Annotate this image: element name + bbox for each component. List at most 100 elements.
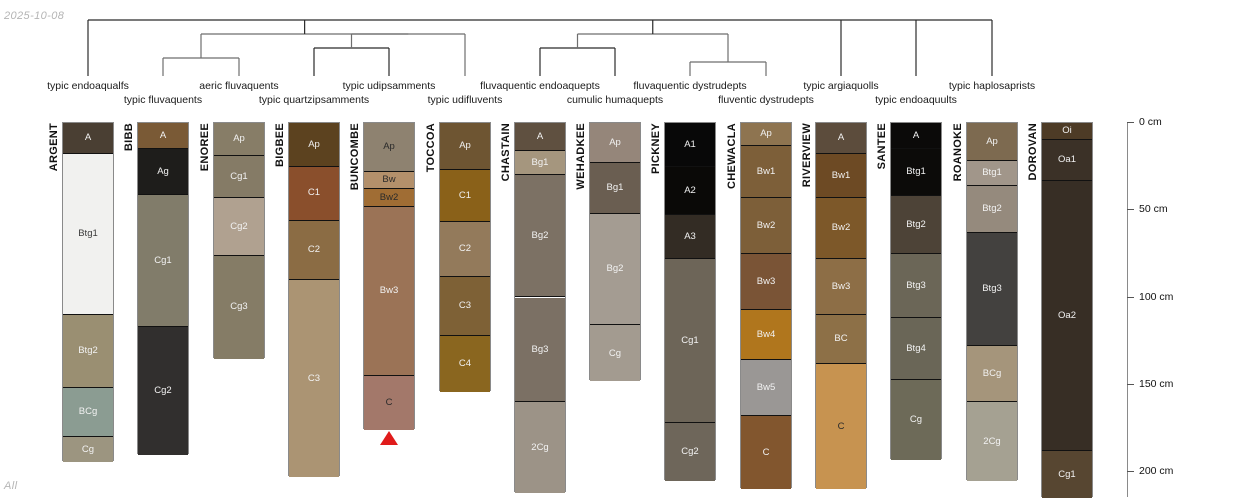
horizon-2cg[interactable]: 2Cg: [515, 402, 565, 493]
horizon-bg2[interactable]: Bg2: [515, 175, 565, 298]
horizon-label: Oi: [1062, 125, 1072, 137]
horizon-c2[interactable]: C2: [440, 222, 490, 277]
horizon-btg4[interactable]: Btg4: [891, 318, 941, 380]
profile-column[interactable]: A Btg1 Btg2 Btg3 Btg4 Cg: [890, 122, 942, 460]
horizon-bc[interactable]: BC: [816, 314, 866, 364]
horizon-ap[interactable]: Ap: [440, 123, 490, 171]
horizon-c1[interactable]: C1: [440, 170, 490, 223]
horizon-cg2[interactable]: Cg2: [665, 423, 715, 481]
horizon-bw2[interactable]: Bw2: [364, 189, 414, 207]
horizon-a1[interactable]: A1: [665, 123, 715, 167]
horizon-label: C2: [458, 243, 472, 255]
horizon-c[interactable]: C: [816, 363, 866, 490]
profile-column[interactable]: A Bg1 Bg2 Bg3 2Cg: [514, 122, 566, 493]
horizon-c3[interactable]: C3: [440, 276, 490, 336]
horizon-c[interactable]: C: [364, 376, 414, 431]
horizon-bw3[interactable]: Bw3: [364, 206, 414, 376]
horizon-bg1[interactable]: Bg1: [590, 163, 640, 214]
horizon-a[interactable]: A: [816, 123, 866, 155]
horizon-ap[interactable]: Ap: [967, 123, 1017, 162]
horizon-bw1[interactable]: Bw1: [741, 145, 791, 199]
horizon-oi[interactable]: Oi: [1042, 123, 1092, 141]
horizon-a3[interactable]: A3: [665, 215, 715, 260]
horizon-a[interactable]: A: [891, 123, 941, 150]
horizon-ap[interactable]: Ap: [364, 123, 414, 172]
horizon-c3[interactable]: C3: [289, 280, 339, 478]
horizon-bw[interactable]: Bw: [364, 171, 414, 190]
horizon-cg1[interactable]: Cg1: [138, 194, 188, 328]
profile-column[interactable]: Ap Cg1 Cg2 Cg3: [213, 122, 265, 359]
horizon-bw4[interactable]: Bw4: [741, 309, 791, 361]
profile-name-label: BUNCOMBE: [349, 123, 361, 191]
horizon-ap[interactable]: Ap: [214, 123, 264, 157]
horizon-c2[interactable]: C2: [289, 220, 339, 281]
horizon-c[interactable]: C: [741, 416, 791, 490]
horizon-ap[interactable]: Ap: [289, 123, 339, 167]
horizon-btg2[interactable]: Btg2: [63, 314, 113, 389]
horizon-label: Ap: [986, 135, 998, 147]
horizon-a[interactable]: A: [515, 123, 565, 151]
horizon-label: Bg2: [531, 230, 549, 242]
profile-name-label: CHASTAIN: [500, 123, 512, 182]
horizon-bw5[interactable]: Bw5: [741, 360, 791, 417]
horizon-label: Cg: [81, 443, 95, 455]
profile-column[interactable]: A Btg1 Btg2 BCg Cg: [62, 122, 114, 462]
profile-column[interactable]: Ap C1 C2 C3: [288, 122, 340, 478]
horizon-cg3[interactable]: Cg3: [214, 255, 264, 359]
horizon-a[interactable]: A: [138, 123, 188, 150]
horizon-ag[interactable]: Ag: [138, 149, 188, 195]
horizon-bg1[interactable]: Bg1: [515, 150, 565, 176]
horizon-cg1[interactable]: Cg1: [665, 259, 715, 424]
horizon-oa2[interactable]: Oa2: [1042, 180, 1092, 452]
horizon-label: Ap: [760, 128, 772, 140]
taxon-label-2: aeric fluvaquents: [199, 80, 279, 92]
horizon-c1[interactable]: C1: [289, 166, 339, 221]
horizon-cg[interactable]: Cg: [590, 325, 640, 382]
horizon-a2[interactable]: A2: [665, 166, 715, 216]
axis-tick-label-150: 150 cm: [1139, 377, 1174, 390]
horizon-btg3[interactable]: Btg3: [891, 253, 941, 319]
horizon-btg1[interactable]: Btg1: [63, 154, 113, 315]
profile-column[interactable]: Ap Bw Bw2 Bw3 C: [363, 122, 415, 431]
horizon-ap[interactable]: Ap: [590, 123, 640, 164]
horizon-bcg[interactable]: BCg: [967, 346, 1017, 403]
horizon-btg3[interactable]: Btg3: [967, 232, 1017, 347]
profile-column[interactable]: A Bw1 Bw2 Bw3 BC C: [815, 122, 867, 490]
profile-column[interactable]: A1 A2 A3 Cg1 Cg2: [664, 122, 716, 481]
horizon-bw1[interactable]: Bw1: [816, 154, 866, 199]
horizon-2cg[interactable]: 2Cg: [967, 402, 1017, 481]
horizon-cg2[interactable]: Cg2: [214, 198, 264, 256]
profile-column[interactable]: Oi Oa1 Oa2 Cg1: [1041, 122, 1093, 499]
horizon-cg1[interactable]: Cg1: [1042, 451, 1092, 499]
horizon-btg1[interactable]: Btg1: [891, 149, 941, 197]
horizon-label: C: [837, 420, 845, 432]
profile-column[interactable]: Ap C1 C2 C3 C4: [439, 122, 491, 392]
horizon-btg2[interactable]: Btg2: [891, 196, 941, 254]
profile-column[interactable]: Ap Btg1 Btg2 Btg3 BCg 2Cg: [966, 122, 1018, 481]
horizon-btg1[interactable]: Btg1: [967, 161, 1017, 186]
horizon-bcg[interactable]: BCg: [63, 388, 113, 438]
profile-name-label: CHEWACLA: [726, 123, 738, 189]
horizon-label: A: [912, 129, 920, 141]
horizon-cg[interactable]: Cg: [63, 437, 113, 462]
axis-tick-50: [1127, 209, 1134, 211]
horizon-a[interactable]: A: [63, 123, 113, 155]
horizon-bg2[interactable]: Bg2: [590, 213, 640, 326]
horizon-bg3[interactable]: Bg3: [515, 297, 565, 403]
profile-column[interactable]: A Ag Cg1 Cg2: [137, 122, 189, 455]
group-label: All: [4, 480, 18, 492]
horizon-bw2[interactable]: Bw2: [816, 198, 866, 260]
horizon-cg2[interactable]: Cg2: [138, 327, 188, 455]
horizon-cg1[interactable]: Cg1: [214, 156, 264, 199]
profile-column[interactable]: Ap Bw1 Bw2 Bw3 Bw4 Bw5 C: [740, 122, 792, 490]
horizon-ap[interactable]: Ap: [741, 123, 791, 146]
horizon-cg[interactable]: Cg: [891, 379, 941, 460]
horizon-oa1[interactable]: Oa1: [1042, 140, 1092, 181]
horizon-c4[interactable]: C4: [440, 335, 490, 392]
horizon-label: C: [385, 397, 393, 409]
profile-column[interactable]: Ap Bg1 Bg2 Cg: [589, 122, 641, 382]
horizon-bw2[interactable]: Bw2: [741, 198, 791, 254]
horizon-bw3[interactable]: Bw3: [816, 259, 866, 315]
horizon-btg2[interactable]: Btg2: [967, 185, 1017, 233]
horizon-bw3[interactable]: Bw3: [741, 253, 791, 310]
